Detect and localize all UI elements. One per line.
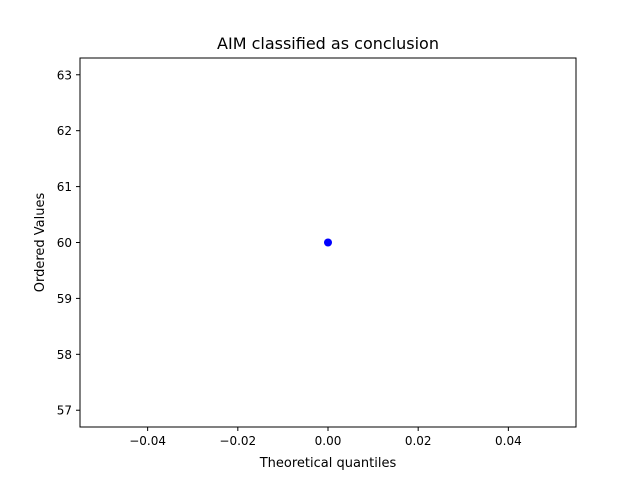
y-tick-label: 61 [57,180,72,194]
x-tick-label: 0.04 [495,434,522,448]
x-axis-label: Theoretical quantiles [259,456,397,471]
y-tick-label: 58 [57,348,72,362]
y-tick-label: 63 [57,68,72,82]
chart-title: AIM classified as conclusion [217,34,439,53]
y-tick-label: 59 [57,292,72,306]
data-point [324,238,332,247]
y-tick-label: 62 [57,124,72,138]
plot-frame [79,57,577,428]
x-tick-label: −0.02 [219,434,256,448]
data-points [324,238,332,247]
y-axis-label: Ordered Values [33,193,48,293]
x-tick-label: 0.02 [405,434,432,448]
y-tick-label: 60 [57,236,72,250]
y-tick-label: 57 [57,404,72,418]
x-tick-label: −0.04 [129,434,166,448]
y-axis-ticks: 57 58 59 60 61 62 63 [57,68,80,418]
x-tick-label: 0.00 [315,434,342,448]
x-axis-ticks: −0.04 −0.02 0.00 0.02 0.04 [129,427,522,448]
